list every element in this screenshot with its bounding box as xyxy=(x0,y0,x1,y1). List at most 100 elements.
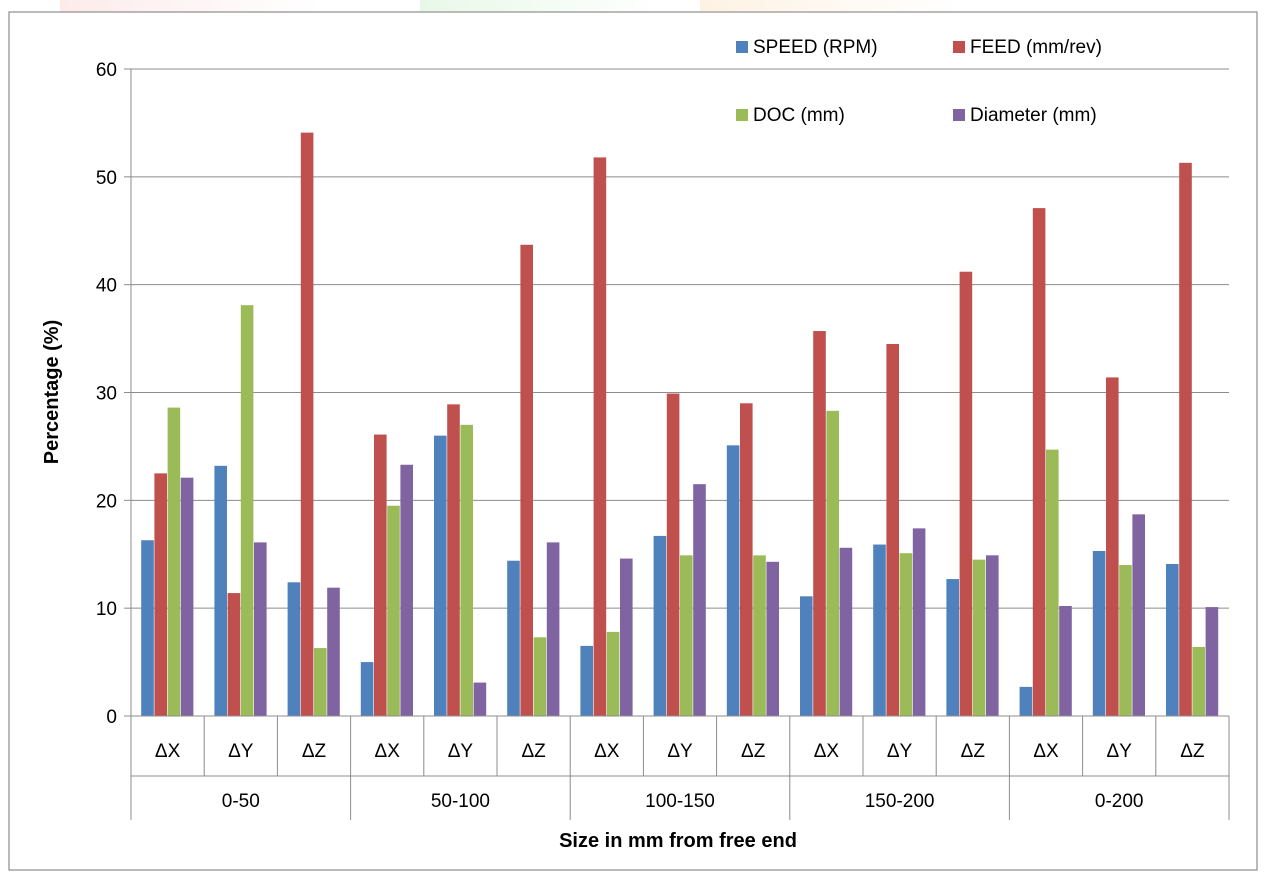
bar xyxy=(986,555,999,716)
bar xyxy=(520,244,533,717)
watermark-strip-green xyxy=(420,0,660,12)
y-tick-label: 30 xyxy=(96,384,117,405)
y-tick-label: 50 xyxy=(96,168,117,189)
x-tick-label: ΔX xyxy=(1033,741,1059,762)
bar xyxy=(254,542,267,716)
bar xyxy=(214,465,227,716)
y-tick-label: 0 xyxy=(106,707,117,728)
bar xyxy=(287,582,301,716)
bar xyxy=(167,407,181,716)
legend-swatch xyxy=(736,109,748,121)
x-axis-title: Size in mm from free end xyxy=(559,830,797,852)
bar xyxy=(753,555,766,716)
bar xyxy=(593,157,607,716)
y-axis-title: Percentage (%) xyxy=(41,320,63,465)
legend-swatch xyxy=(736,41,748,53)
bar xyxy=(447,404,460,716)
watermark-strip-red xyxy=(60,0,320,12)
bar xyxy=(546,542,560,716)
legend: SPEED (RPM) FEED (mm/rev) DOC (mm) Diameter… xyxy=(736,37,1102,126)
bar xyxy=(912,528,926,716)
bar xyxy=(726,445,740,716)
bars xyxy=(141,132,1219,717)
x-tick-label: ΔY xyxy=(887,741,913,762)
bar xyxy=(1106,377,1119,716)
x-tick-label: ΔZ xyxy=(521,741,546,762)
legend-label: Diameter (mm) xyxy=(970,105,1097,126)
bar xyxy=(473,682,487,716)
y-tick-label: 60 xyxy=(96,60,117,81)
bar xyxy=(620,558,633,716)
x-tick-label: ΔZ xyxy=(961,741,986,762)
bar xyxy=(374,434,387,716)
bar xyxy=(680,555,693,716)
x-tick-label: ΔY xyxy=(1107,741,1133,762)
bar xyxy=(141,540,154,716)
bar xyxy=(839,547,853,716)
bar xyxy=(693,484,706,716)
y-tick-label: 20 xyxy=(96,491,117,512)
x-tick-label: ΔX xyxy=(594,741,620,762)
bar xyxy=(434,435,447,716)
bar xyxy=(533,637,547,716)
legend-label: DOC (mm) xyxy=(753,105,845,126)
x-group-label: 0-200 xyxy=(1095,791,1144,812)
bar xyxy=(1119,565,1132,716)
bar xyxy=(1059,606,1072,716)
bar xyxy=(154,473,167,716)
bar xyxy=(580,645,593,716)
bar xyxy=(180,477,194,716)
bar xyxy=(360,662,374,716)
x-group-label: 150-200 xyxy=(865,791,935,812)
bar xyxy=(387,505,400,716)
bar xyxy=(507,560,520,716)
x-tick-label: ΔZ xyxy=(302,741,327,762)
chart-frame xyxy=(8,11,1258,871)
bar xyxy=(1179,162,1192,716)
x-group-label: 100-150 xyxy=(645,791,715,812)
x-tick-label: ΔZ xyxy=(1180,741,1205,762)
y-tick-label: 10 xyxy=(96,599,117,620)
bar xyxy=(327,587,340,716)
bar xyxy=(972,559,986,716)
bar xyxy=(1019,686,1033,716)
watermark-strip-orange xyxy=(700,0,960,12)
legend-label: SPEED (RPM) xyxy=(753,37,878,58)
y-tick-label: 40 xyxy=(96,276,117,297)
bar xyxy=(946,579,959,716)
bar xyxy=(606,631,620,716)
bar xyxy=(400,464,413,716)
bar xyxy=(1132,514,1145,716)
bar xyxy=(1192,646,1205,716)
bar xyxy=(800,596,813,716)
bar xyxy=(1205,607,1219,716)
bar xyxy=(766,561,779,716)
x-tick-label: ΔZ xyxy=(741,741,766,762)
bar xyxy=(300,132,314,716)
x-tick-label: ΔY xyxy=(228,741,254,762)
x-tick-label: ΔX xyxy=(375,741,401,762)
axes: 0 10 20 30 40 50 60 ΔX ΔY ΔZ ΔX ΔY ΔZ ΔX ΔY ΔZ ΔX ΔY ΔZ ΔX Δ… xyxy=(96,60,1230,820)
bar xyxy=(1092,551,1106,716)
bar xyxy=(240,305,254,716)
x-tick-label: ΔX xyxy=(814,741,840,762)
bar xyxy=(653,535,667,716)
legend-swatch xyxy=(953,109,965,121)
bar xyxy=(813,331,826,716)
bar xyxy=(1032,208,1046,717)
bar xyxy=(1166,563,1179,716)
bar xyxy=(886,343,899,716)
bar xyxy=(740,403,753,716)
bar xyxy=(460,424,473,716)
x-tick-label: ΔY xyxy=(667,741,693,762)
bar xyxy=(826,410,839,716)
bar xyxy=(666,393,680,716)
bar xyxy=(227,593,241,716)
bar xyxy=(314,648,327,716)
x-tick-label: ΔY xyxy=(448,741,474,762)
legend-label: FEED (mm/rev) xyxy=(970,37,1102,58)
bar xyxy=(873,544,886,716)
legend-swatch xyxy=(953,41,965,53)
